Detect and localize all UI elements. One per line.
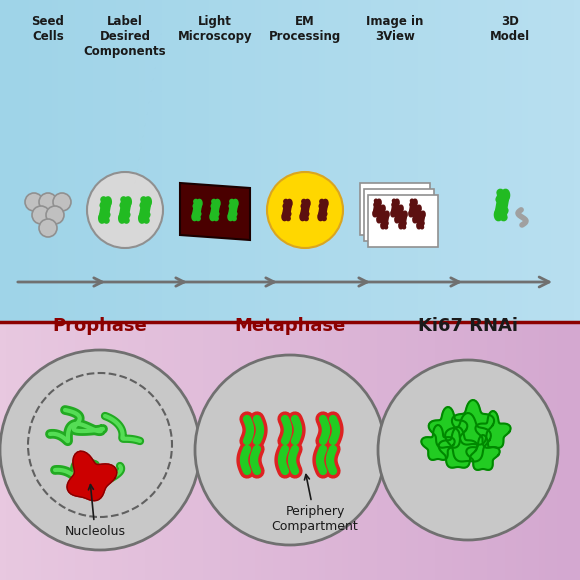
FancyBboxPatch shape [368,195,438,247]
Circle shape [46,206,64,224]
Circle shape [87,172,163,248]
Text: Metaphase: Metaphase [234,317,346,335]
Text: 3D
Model: 3D Model [490,15,530,43]
Circle shape [39,219,57,237]
Polygon shape [438,427,477,467]
Text: Nucleolus: Nucleolus [64,485,125,538]
Circle shape [53,193,71,211]
Text: Image in
3View: Image in 3View [367,15,423,43]
Polygon shape [180,183,250,240]
Circle shape [0,350,200,550]
Circle shape [195,355,385,545]
Polygon shape [476,411,510,448]
Text: Label
Desired
Components: Label Desired Components [84,15,166,58]
Polygon shape [429,407,467,448]
Circle shape [267,172,343,248]
Text: Periphery
Compartment: Periphery Compartment [271,474,358,533]
Circle shape [32,206,50,224]
FancyBboxPatch shape [360,183,430,235]
Text: Light
Microscopy: Light Microscopy [177,15,252,43]
Polygon shape [67,451,117,501]
Text: EM
Processing: EM Processing [269,15,341,43]
Polygon shape [452,400,494,445]
Text: Prophase: Prophase [53,317,147,335]
Polygon shape [421,425,455,460]
FancyBboxPatch shape [364,189,434,241]
Circle shape [378,360,558,540]
Circle shape [39,193,57,211]
Text: Ki67 RNAi: Ki67 RNAi [418,317,518,335]
Text: Seed
Cells: Seed Cells [31,15,64,43]
Polygon shape [466,435,499,470]
Polygon shape [445,413,491,462]
Circle shape [25,193,43,211]
